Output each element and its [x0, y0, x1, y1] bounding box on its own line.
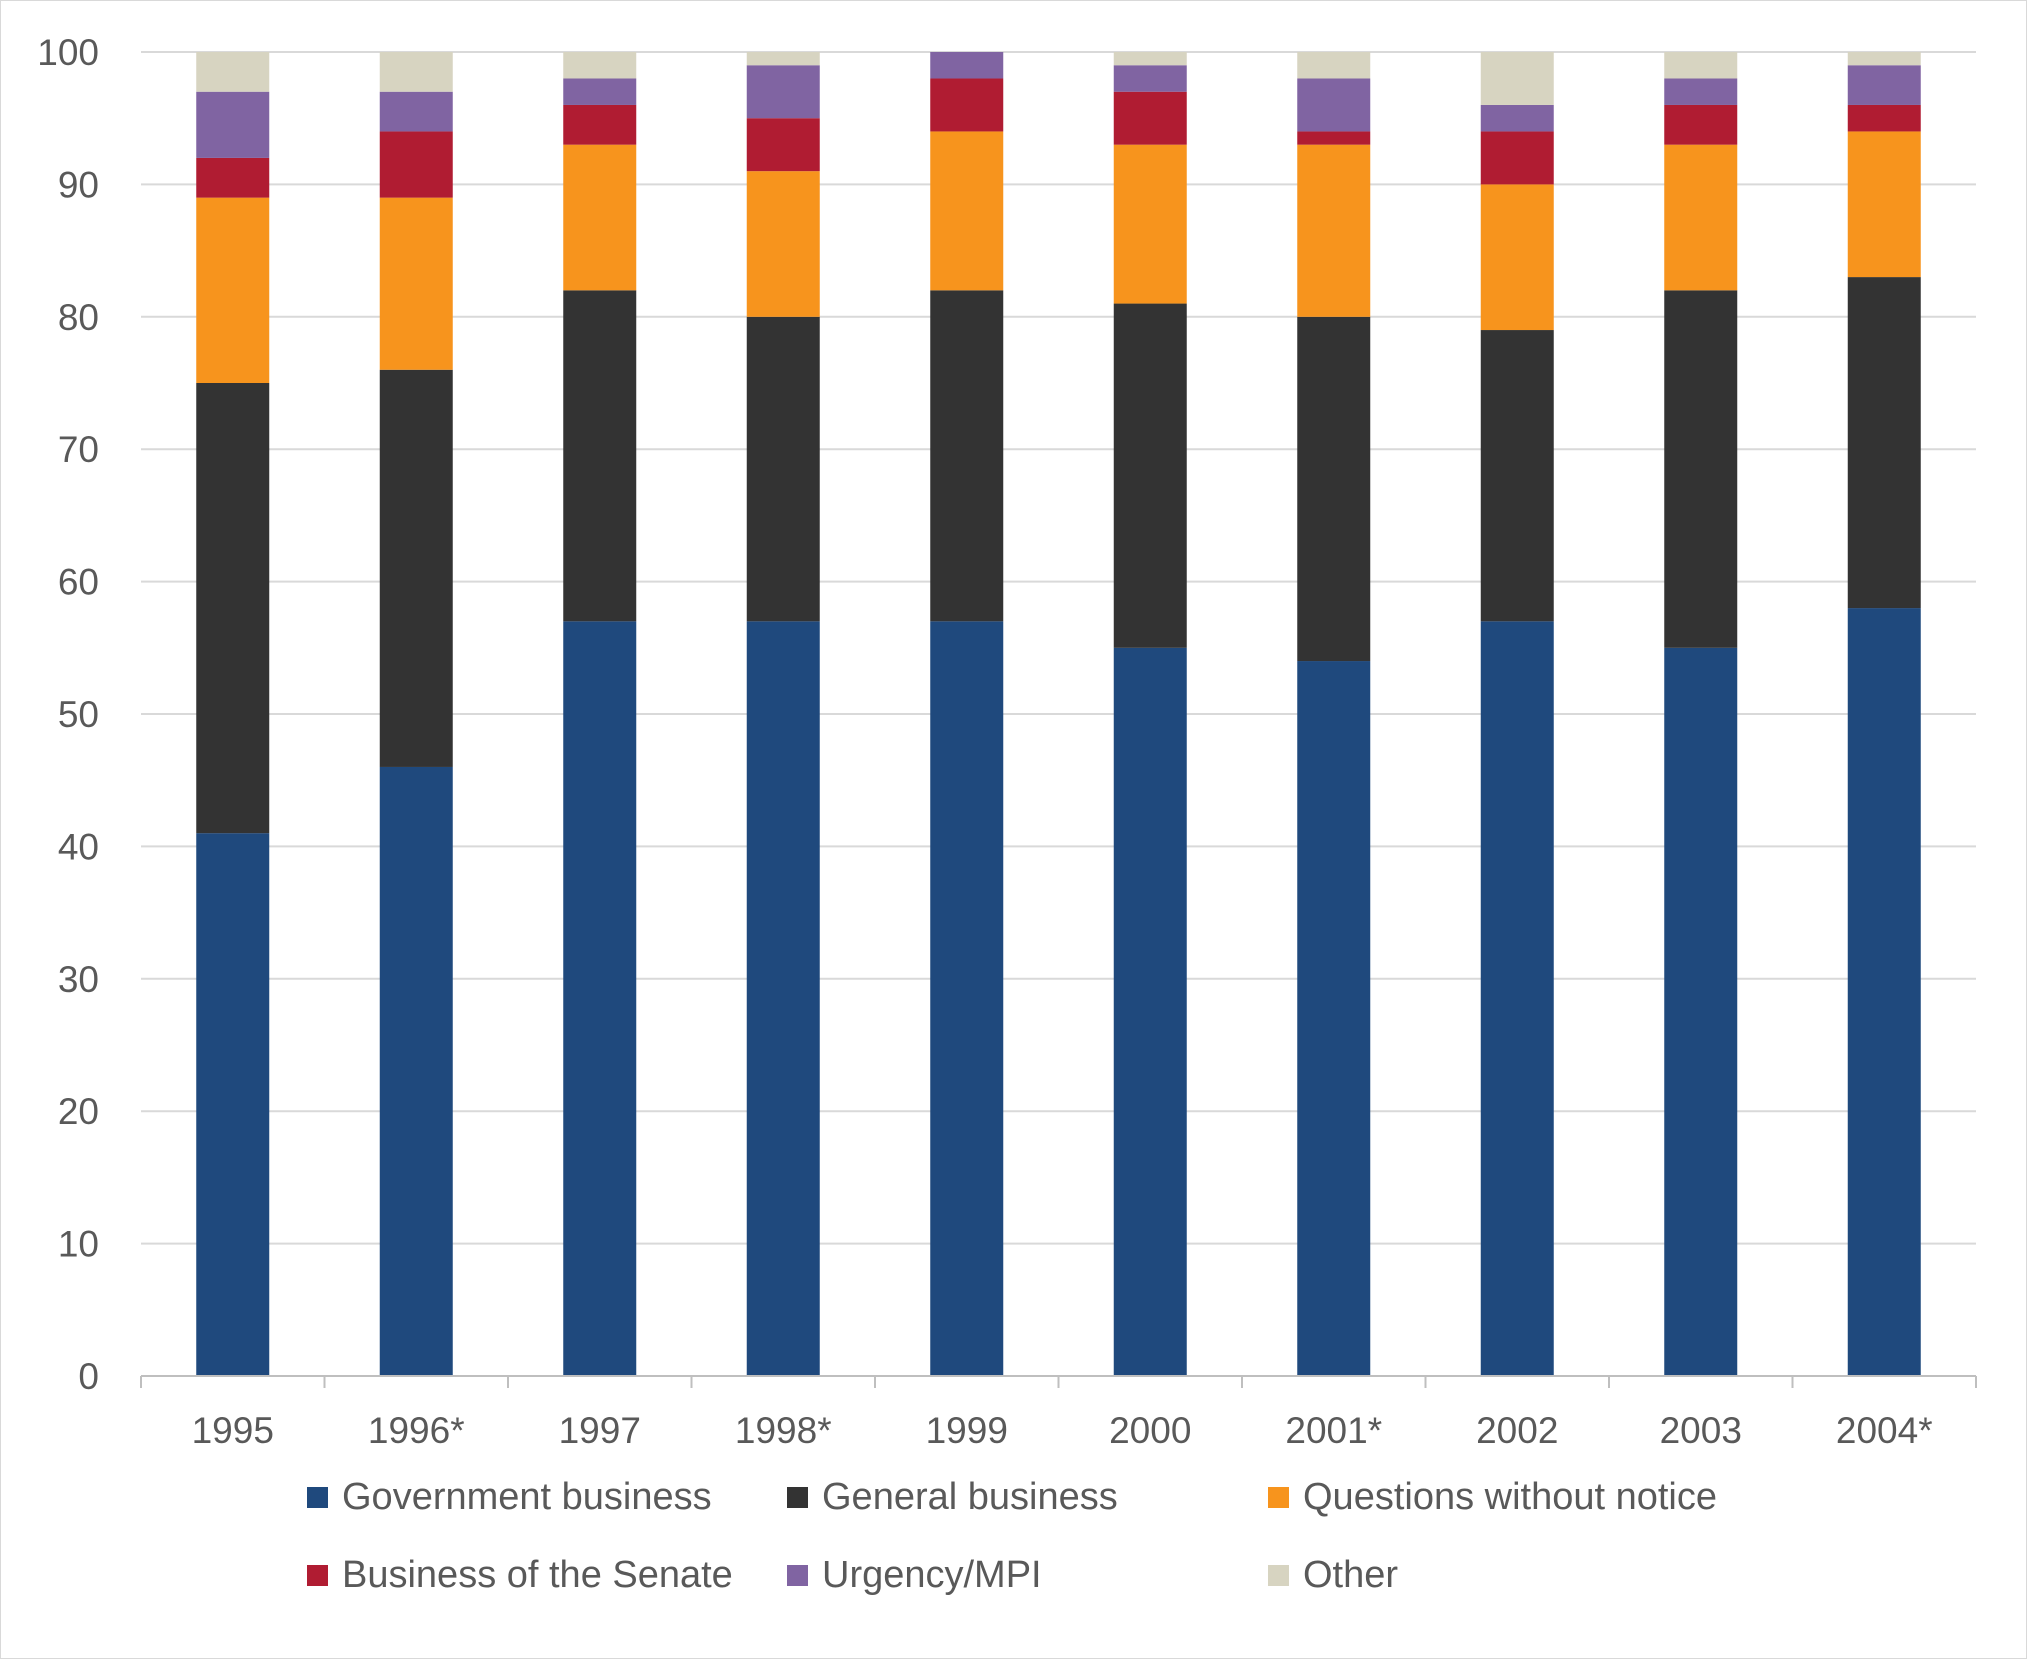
bar-government-business-8	[1664, 647, 1738, 1376]
bar-government-business-6	[1297, 661, 1371, 1376]
bar-business-of-the-senate-1	[379, 131, 453, 198]
bar-general-business-0	[196, 383, 270, 834]
x-tick-label: 1995	[192, 1410, 274, 1451]
bar-urgency-mpi-2	[563, 78, 637, 105]
bar-general-business-5	[1113, 303, 1187, 648]
bar-urgency-mpi-0	[196, 91, 270, 158]
bar-business-of-the-senate-6	[1297, 131, 1371, 145]
bar-government-business-3	[746, 621, 820, 1376]
bar-general-business-6	[1297, 316, 1371, 662]
bar-urgency-mpi-6	[1297, 78, 1371, 132]
x-tick-label: 1999	[926, 1410, 1008, 1451]
bar-general-business-9	[1847, 277, 1921, 609]
bar-business-of-the-senate-4	[930, 78, 1004, 132]
bar-urgency-mpi-3	[746, 65, 820, 119]
bar-urgency-mpi-8	[1664, 78, 1738, 105]
bar-general-business-1	[379, 369, 453, 767]
y-tick-label: 100	[37, 32, 99, 73]
bar-general-business-3	[746, 316, 820, 622]
bar-questions-without-notice-5	[1113, 144, 1187, 304]
bar-stacks	[196, 52, 1921, 1376]
x-tick-label: 1997	[559, 1410, 641, 1451]
y-tick-label: 0	[78, 1356, 99, 1397]
bar-general-business-7	[1480, 330, 1554, 622]
y-tick-label: 10	[58, 1224, 99, 1265]
bar-government-business-4	[930, 621, 1004, 1376]
x-tick-label: 2000	[1109, 1410, 1191, 1451]
y-tick-label: 80	[58, 297, 99, 338]
y-tick-label: 30	[58, 959, 99, 1000]
bar-other-8	[1664, 52, 1738, 79]
x-tick-label: 2004*	[1836, 1410, 1933, 1451]
bar-questions-without-notice-9	[1847, 131, 1921, 278]
y-tick-label: 60	[58, 562, 99, 603]
bar-other-0	[196, 52, 270, 92]
bar-urgency-mpi-4	[930, 52, 1004, 79]
bar-urgency-mpi-5	[1113, 65, 1187, 92]
bar-questions-without-notice-4	[930, 131, 1004, 291]
y-axis-ticks: 0 10 20 30 40 50 60 70 80 90 100	[37, 32, 99, 1397]
x-axis-ticks: 1995 1996* 1997 1998* 1999 2000 2001* 2002 2003 2…	[192, 1410, 1933, 1451]
bar-questions-without-notice-6	[1297, 144, 1371, 317]
bar-general-business-8	[1664, 290, 1738, 648]
bar-business-of-the-senate-0	[196, 157, 270, 198]
bar-questions-without-notice-2	[563, 144, 637, 291]
bar-business-of-the-senate-7	[1480, 131, 1554, 185]
bar-government-business-1	[379, 766, 453, 1376]
x-tick-label: 2003	[1660, 1410, 1742, 1451]
y-tick-label: 50	[58, 694, 99, 735]
bar-business-of-the-senate-3	[746, 118, 820, 172]
bar-urgency-mpi-7	[1480, 104, 1554, 132]
bar-business-of-the-senate-2	[563, 104, 637, 145]
bar-other-2	[563, 52, 637, 79]
bar-government-business-2	[563, 621, 637, 1376]
bar-business-of-the-senate-9	[1847, 104, 1921, 132]
bar-government-business-5	[1113, 647, 1187, 1376]
bar-other-1	[379, 52, 453, 92]
bar-questions-without-notice-7	[1480, 184, 1554, 331]
y-tick-label: 70	[58, 429, 99, 470]
bar-urgency-mpi-1	[379, 91, 453, 132]
y-tick-label: 90	[58, 164, 99, 205]
bar-questions-without-notice-3	[746, 171, 820, 317]
bar-other-7	[1480, 52, 1554, 105]
bar-other-5	[1113, 52, 1187, 66]
axes	[140, 1375, 1977, 1388]
x-tick-label: 2001*	[1285, 1410, 1382, 1451]
bar-other-6	[1297, 52, 1371, 79]
bar-government-business-7	[1480, 621, 1554, 1376]
x-tick-label: 1996*	[368, 1410, 465, 1451]
bar-government-business-9	[1847, 608, 1921, 1376]
bar-questions-without-notice-1	[379, 197, 453, 370]
x-tick-label: 1998*	[735, 1410, 832, 1451]
bar-general-business-2	[563, 290, 637, 622]
x-tick-label: 2002	[1476, 1410, 1558, 1451]
bar-general-business-4	[930, 290, 1004, 622]
bar-business-of-the-senate-8	[1664, 104, 1738, 145]
bar-government-business-0	[196, 833, 270, 1376]
bar-urgency-mpi-9	[1847, 65, 1921, 105]
bar-questions-without-notice-0	[196, 197, 270, 383]
y-tick-label: 20	[58, 1091, 99, 1132]
bar-business-of-the-senate-5	[1113, 91, 1187, 145]
y-tick-label: 40	[58, 826, 99, 867]
bar-other-3	[746, 52, 820, 66]
bar-questions-without-notice-8	[1664, 144, 1738, 291]
bar-other-9	[1847, 52, 1921, 66]
